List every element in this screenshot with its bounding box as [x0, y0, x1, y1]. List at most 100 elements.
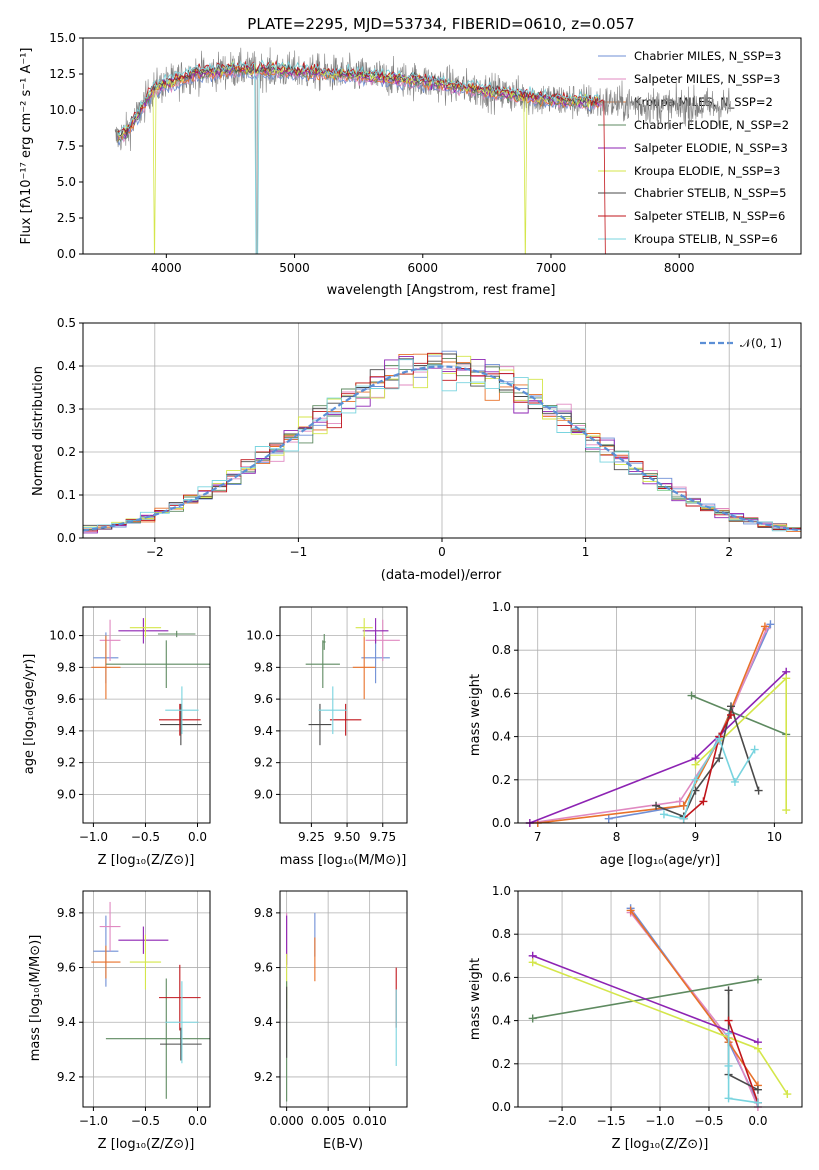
spectrum-axes: 4000 5000 6000 7000 8000 0.0 2.5 5.0 7.5 10.0 12.5…: [49, 31, 694, 275]
weight_vs_age-marker-8-1: [679, 814, 688, 823]
weight_vs_age-marker-7-3: [727, 711, 735, 719]
age-vs-z-xlabel: Z [log₁₀(Z/Z⊙)]: [98, 853, 195, 868]
mass_vs_EBV-xtick-label-0: 0.000: [269, 1114, 303, 1128]
weight_vs_Z-marker-6-0: [724, 986, 733, 995]
weight_vs_age-xtick-label-2: 9: [692, 830, 700, 844]
weight_vs_Z-marker-3-1: [753, 975, 762, 984]
legend-label-0: Chabrier MILES, N_SSP=3: [634, 49, 781, 63]
weight_vs_age-line-3: [691, 694, 787, 736]
residuals-ytick-label-2: 0.2: [57, 445, 76, 459]
mass_vs_Z-frame: [82, 890, 211, 1108]
weight_vs_age-line-6: [655, 703, 760, 818]
mass_vs_EBV-ytick-label-1: 9.4: [254, 1015, 273, 1029]
normal-curve: [83, 365, 801, 532]
legend-label-8: Kroupa STELIB, N_SSP=6: [634, 232, 778, 246]
residuals-legend: 𝒩(0, 1): [700, 336, 782, 350]
age_vs_Z-frame: [82, 606, 211, 824]
weight_vs_age-ytick-label-2: 0.4: [492, 730, 511, 744]
mass_vs_Z-xtick-label-0: −1.0: [79, 1114, 108, 1128]
mass_vs_EBV-frame: [279, 890, 408, 1108]
spectrum-model-line-8: [117, 59, 600, 254]
weight_vs_Z-xtick-label-3: −0.5: [694, 1114, 723, 1128]
spectrum-ytick-label-4: 10.0: [49, 103, 76, 117]
residuals-xtick-label-4: 2: [725, 545, 733, 559]
spectrum-legend: Chabrier MILES, N_SSP=3 Salpeter MILES, …: [598, 49, 789, 246]
mass_vs_Z-ytick-label-2: 9.6: [57, 961, 76, 975]
residuals-frame: [82, 322, 802, 539]
age_vs_mass-xtick-label-0: 9.25: [298, 830, 325, 844]
weight_vs_age-marker-2-3: [760, 622, 769, 631]
weight_vs_age-ytick-label-3: 0.6: [492, 686, 511, 700]
mass-vs-z-ylabel: mass [log₁₀(M/M⊙)]: [28, 935, 43, 1062]
weight_vs_age-marker-3-0: [687, 691, 696, 700]
weight_vs_Z-frame: [517, 890, 803, 1108]
weight_vs_age-line-4: [529, 671, 787, 823]
weight-vs-age-xlabel: age [log₁₀(age/yr)]: [600, 853, 721, 868]
spectrum-ytick-label-2: 5.0: [57, 175, 76, 189]
age_vs_mass-ytick-label-3: 9.6: [254, 692, 273, 706]
weight_vs_age-marker-6-4: [727, 702, 735, 711]
weight_vs_age-line-0: [608, 623, 772, 820]
weight_vs_Z-xtick-label-0: −2.0: [547, 1114, 576, 1128]
weight_vs_age-marker-6-5: [754, 786, 763, 795]
age_vs_Z-ytick-label-1: 9.2: [57, 756, 76, 770]
weight_vs_age-ytick-label-0: 0.0: [492, 816, 511, 830]
spectrum-xtick-label-2: 6000: [407, 261, 438, 275]
weight_vs_age-marker-5-0: [691, 760, 700, 769]
weight_vs_Z-ytick-label-4: 0.8: [492, 927, 511, 941]
age_vs_Z-ytick-label-5: 10.0: [49, 629, 76, 643]
spectrum-xlabel: wavelength [Angstrom, rest frame]: [327, 283, 556, 298]
age_vs_mass-ytick-label-5: 10.0: [246, 629, 273, 643]
weight-vs-age-ylabel: mass weight: [468, 674, 483, 756]
legend-label-5: Kroupa ELODIE, N_SSP=3: [634, 164, 780, 178]
age_vs_mass-xtick-label-1: 9.50: [334, 830, 361, 844]
residuals-xtick-label-1: −1: [290, 545, 308, 559]
weight_vs_Z-xtick-label-2: −1.0: [645, 1114, 674, 1128]
mass_vs_Z-ytick-label-0: 9.2: [57, 1070, 76, 1084]
weight_vs_age-marker-8-0: [659, 810, 668, 819]
spectrum-ytick-label-6: 15.0: [49, 31, 76, 45]
legend-label-1: Salpeter MILES, N_SSP=3: [634, 72, 780, 86]
residuals-xlabel: (data-model)/error: [381, 568, 502, 583]
age_vs_Z-xtick-label-2: 0.0: [188, 830, 207, 844]
weight_vs_age-marker-5-2: [782, 806, 791, 815]
weight_vs_age-marker-6-3: [715, 754, 724, 763]
weight_vs_Z-marker-6-2: [753, 1085, 762, 1094]
residuals-axes: −2 −1 0 1 2 0.0 0.1 0.2 0.3 0.4 0.5: [57, 316, 801, 559]
mass_vs_Z-axes: −1.0 −0.5 0.0 9.2 9.4 9.6 9.8: [57, 891, 210, 1128]
weight_vs_age-marker-2-1: [679, 801, 688, 810]
residuals-xtick-label-3: 1: [582, 545, 590, 559]
age_vs_Z-axes: −1.0 −0.5 0.0 9.0 9.2 9.4 9.6 9.8 10.0: [49, 607, 210, 844]
weight_vs_age-marker-8-5: [750, 745, 759, 754]
spectrum-ylabel: Flux [fλ10⁻¹⁷ erg cm⁻² s⁻¹ A⁻¹]: [19, 48, 34, 245]
weight_vs_Z-marker-2-0: [626, 906, 635, 915]
age_vs_Z-xtick-label-0: −1.0: [79, 830, 108, 844]
spectrum-xtick-label-1: 5000: [279, 261, 310, 275]
age_vs_Z-ytick-label-0: 9.0: [57, 787, 76, 801]
mass_vs_Z-xtick-label-2: 0.0: [188, 1114, 207, 1128]
age_vs_mass-ytick-label-1: 9.2: [254, 756, 273, 770]
weight_vs_age-xtick-label-1: 8: [613, 830, 621, 844]
weight_vs_Z-line-7: [727, 1020, 759, 1103]
mass-vs-z-xlabel: Z [log₁₀(Z/Z⊙)]: [98, 1137, 195, 1152]
weight_vs_age-ytick-label-5: 1.0: [492, 600, 511, 614]
weight_vs_Z-line-8: [727, 1033, 759, 1104]
mass_vs_EBV-ytick-label-2: 9.6: [254, 961, 273, 975]
weight_vs_age-xtick-label-0: 7: [534, 830, 542, 844]
spectrum-title: PLATE=2295, MJD=53734, FIBERID=0610, z=0…: [247, 15, 634, 33]
legend-label-3: Chabrier ELODIE, N_SSP=2: [634, 118, 789, 132]
weight_vs_age-ytick-label-1: 0.2: [492, 773, 511, 787]
weight_vs_Z-xtick-label-4: 0.0: [748, 1114, 767, 1128]
weight_vs_Z-marker-8-3: [753, 1098, 762, 1107]
spectrum-ytick-label-5: 12.5: [49, 67, 76, 81]
weight_vs_age-marker-6-0: [652, 801, 661, 810]
mass_vs_EBV-ytick-label-3: 9.8: [254, 906, 273, 920]
residuals-ytick-label-5: 0.5: [57, 316, 76, 330]
weight_vs_age-xtick-label-3: 10: [767, 830, 782, 844]
legend-label-7: Salpeter STELIB, N_SSP=6: [634, 209, 785, 223]
spectrum-xtick-label-0: 4000: [151, 261, 182, 275]
spectrum-ytick-label-1: 2.5: [57, 211, 76, 225]
residuals-ylabel: Normed distribution: [31, 366, 46, 496]
residuals-ytick-label-4: 0.4: [57, 359, 76, 373]
spectrum-ytick-label-3: 7.5: [57, 139, 76, 153]
